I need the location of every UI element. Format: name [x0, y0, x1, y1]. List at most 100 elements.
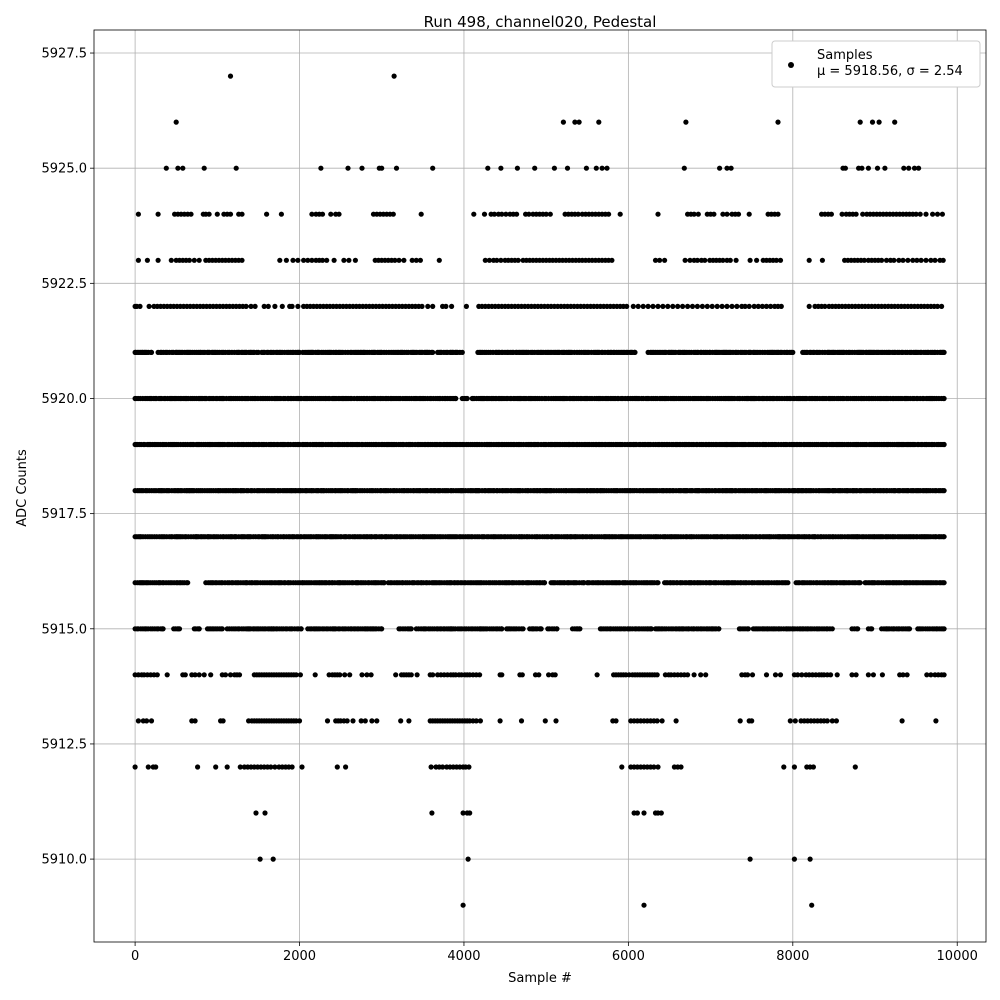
- data-point: [924, 672, 930, 678]
- data-point: [655, 211, 661, 217]
- data-point: [687, 257, 693, 263]
- data-point: [624, 303, 630, 309]
- data-point: [414, 672, 420, 678]
- data-point: [289, 764, 295, 770]
- data-point: [498, 165, 504, 171]
- data-point: [746, 303, 752, 309]
- data-point: [514, 165, 521, 171]
- data-point: [547, 211, 553, 217]
- data-point: [368, 672, 374, 678]
- data-point: [900, 672, 906, 678]
- data-point: [369, 718, 375, 724]
- y-tick-label: 5925.0: [42, 162, 88, 177]
- data-point: [153, 764, 159, 770]
- legend-box: [771, 40, 981, 88]
- data-point: [689, 303, 696, 309]
- data-point: [345, 165, 351, 171]
- data-point: [185, 580, 191, 586]
- data-point: [923, 257, 929, 263]
- data-point: [148, 349, 155, 355]
- data-point: [526, 211, 532, 217]
- data-point: [295, 257, 301, 263]
- data-point: [928, 672, 934, 678]
- y-tick-label: 5912.5: [42, 737, 88, 752]
- x-tick-label: 2000: [283, 949, 316, 964]
- data-point: [392, 257, 398, 263]
- data-point: [239, 211, 245, 217]
- plot-frame: [93, 29, 987, 943]
- data-point: [341, 257, 347, 263]
- data-point: [541, 580, 548, 586]
- data-point: [619, 764, 625, 770]
- data-point: [430, 303, 436, 309]
- data-point: [913, 211, 919, 217]
- data-point: [609, 257, 615, 263]
- data-point: [252, 303, 258, 309]
- data-point: [436, 257, 442, 263]
- data-point: [719, 303, 725, 309]
- data-point: [362, 718, 368, 724]
- data-point: [745, 672, 751, 678]
- data-point: [154, 672, 160, 678]
- data-point: [941, 349, 947, 355]
- data-point: [777, 257, 784, 263]
- data-point: [714, 303, 720, 309]
- y-tick-label: 5910.0: [42, 853, 88, 868]
- data-point: [494, 257, 500, 263]
- data-point: [698, 672, 704, 678]
- data-point: [662, 257, 668, 263]
- data-point: [729, 303, 735, 309]
- data-point: [418, 211, 424, 217]
- legend-marker: [788, 62, 794, 68]
- data-point: [934, 211, 941, 217]
- data-point: [398, 718, 404, 724]
- data-point: [536, 672, 542, 678]
- data-point: [857, 580, 863, 586]
- data-point: [654, 718, 660, 724]
- data-point: [262, 810, 268, 816]
- data-point: [655, 764, 661, 770]
- data-point: [299, 764, 305, 770]
- data-point: [659, 718, 665, 724]
- data-point: [350, 718, 356, 724]
- data-point: [575, 211, 581, 217]
- data-point: [463, 303, 469, 309]
- y-tick-label: 5920.0: [42, 392, 88, 407]
- data-point: [899, 718, 905, 724]
- data-point: [857, 119, 863, 125]
- data-point: [359, 672, 365, 678]
- data-point: [941, 395, 947, 402]
- data-point: [514, 211, 520, 217]
- data-point: [576, 119, 582, 125]
- x-axis-label: Sample #: [508, 971, 572, 986]
- data-point: [359, 165, 365, 171]
- data-point: [440, 764, 446, 770]
- data-point: [910, 257, 916, 263]
- data-point: [829, 626, 835, 632]
- data-point: [277, 257, 283, 263]
- data-point: [906, 626, 913, 632]
- data-point: [192, 672, 198, 678]
- data-point: [419, 303, 425, 309]
- data-point: [865, 672, 872, 678]
- data-point: [466, 764, 472, 770]
- data-point: [759, 303, 766, 309]
- data-point: [704, 303, 710, 309]
- data-point: [724, 303, 730, 309]
- data-point: [155, 257, 161, 263]
- data-point: [727, 257, 733, 263]
- data-point: [551, 165, 558, 171]
- data-point: [654, 672, 660, 678]
- data-point: [933, 718, 939, 724]
- data-point: [358, 718, 364, 724]
- legend-label: Samples: [817, 48, 873, 63]
- data-point: [196, 257, 202, 263]
- data-point: [224, 764, 230, 770]
- data-point: [859, 165, 865, 171]
- data-point: [685, 303, 691, 309]
- data-point: [941, 672, 947, 678]
- data-point: [675, 303, 681, 309]
- data-point: [520, 626, 526, 632]
- data-point: [264, 211, 270, 217]
- data-point: [650, 303, 656, 309]
